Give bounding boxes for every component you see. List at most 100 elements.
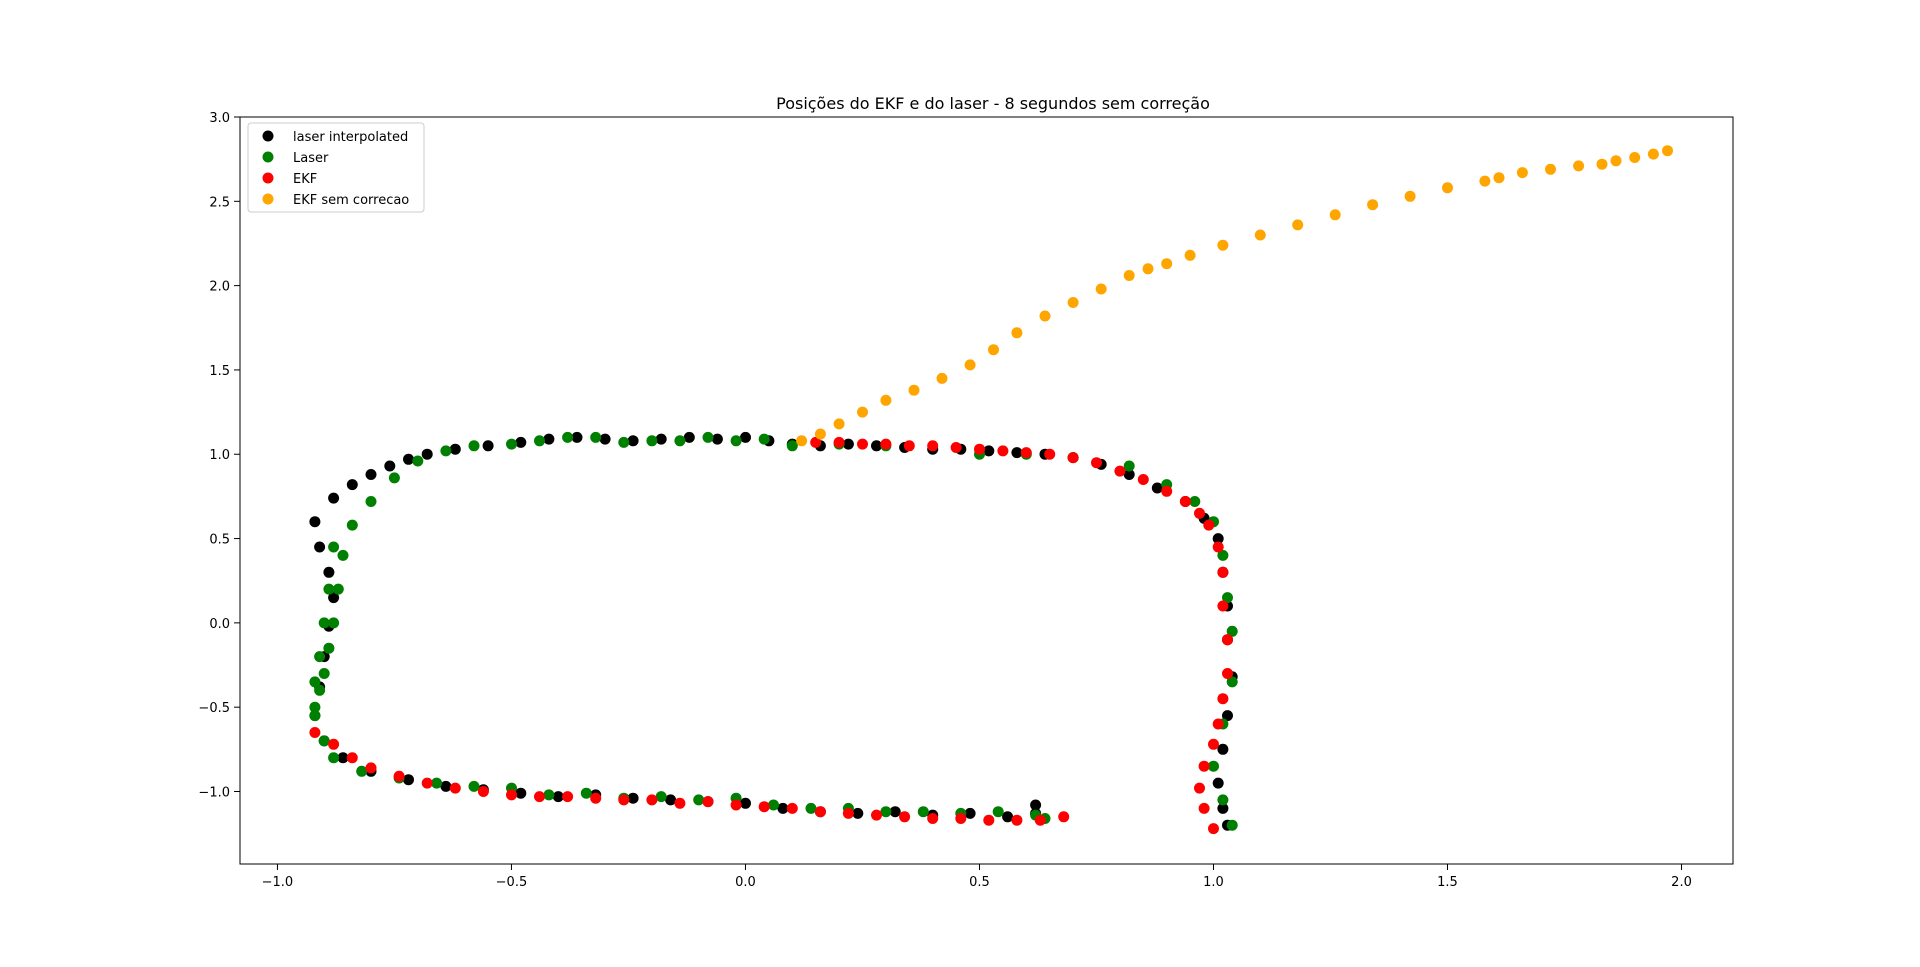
data-point: [346, 752, 358, 764]
plot-marks: [309, 145, 1673, 835]
data-point: [674, 435, 686, 447]
data-point: [309, 676, 321, 688]
data-point: [562, 791, 574, 803]
data-point: [871, 440, 882, 452]
data-point: [599, 433, 611, 445]
data-point: [740, 797, 751, 809]
data-point: [1142, 263, 1154, 275]
legend-marker: [262, 193, 274, 205]
data-point: [1596, 158, 1608, 170]
data-point: [1212, 718, 1224, 730]
data-point: [506, 438, 517, 450]
data-point: [543, 433, 555, 445]
data-point: [786, 440, 798, 452]
data-point: [1662, 145, 1673, 157]
data-point: [927, 813, 939, 824]
data-point: [1212, 541, 1224, 553]
data-point: [796, 435, 808, 447]
data-point: [810, 436, 822, 448]
data-point: [899, 811, 911, 823]
data-point: [988, 344, 999, 356]
x-tick-label: 1.0: [1203, 875, 1224, 890]
data-point: [1123, 460, 1135, 472]
data-point: [332, 583, 344, 595]
y-tick-label: 1.0: [209, 448, 230, 463]
data-point: [683, 431, 695, 443]
data-point: [880, 394, 892, 406]
data-point: [309, 516, 321, 528]
data-point: [365, 496, 377, 507]
data-point: [1329, 209, 1341, 221]
data-point: [646, 794, 658, 806]
data-point: [449, 443, 461, 455]
data-point: [833, 418, 845, 430]
data-point: [431, 777, 443, 789]
y-tick-label: 1.5: [209, 364, 230, 379]
data-point: [482, 440, 494, 452]
data-point: [1217, 743, 1229, 755]
legend-marker: [262, 130, 274, 142]
legend-box: [247, 122, 425, 213]
data-point: [506, 789, 517, 801]
data-point: [580, 787, 592, 799]
data-point: [388, 472, 400, 484]
data-point: [1039, 310, 1051, 322]
data-point: [693, 794, 705, 806]
legend: laser interpolated Laser EKF EKF sem correc…: [247, 122, 425, 213]
chart-title: Posições do EKF e do laser - 8 segundos …: [776, 94, 1210, 113]
x-tick-label: −0.5: [496, 875, 528, 890]
data-point: [711, 433, 723, 445]
data-point: [833, 436, 845, 448]
x-tick-label: 2.0: [1671, 875, 1692, 890]
data-point: [1058, 811, 1070, 823]
data-point: [590, 431, 602, 443]
data-point: [1044, 448, 1056, 460]
data-point: [1002, 811, 1014, 823]
data-point: [468, 440, 480, 452]
data-point: [983, 445, 995, 457]
data-point: [534, 791, 545, 803]
data-point: [805, 802, 817, 814]
data-point: [562, 431, 574, 443]
data-point: [740, 431, 751, 443]
data-point: [1067, 297, 1079, 308]
data-point: [1114, 465, 1126, 477]
data-point: [515, 787, 527, 799]
data-point: [1184, 249, 1196, 261]
data-point: [440, 780, 452, 792]
data-point: [1208, 823, 1219, 835]
data-point: [328, 541, 340, 553]
data-point: [842, 438, 854, 450]
data-point: [421, 777, 433, 789]
legend-label: Laser: [293, 151, 329, 166]
data-point: [337, 752, 349, 764]
data-point: [1479, 175, 1491, 187]
data-point: [1292, 219, 1304, 231]
data-point: [927, 440, 939, 452]
data-point: [337, 549, 349, 561]
data-point: [571, 431, 583, 443]
data-point: [1161, 258, 1173, 270]
data-point: [814, 806, 826, 818]
data-point: [552, 791, 564, 803]
data-point: [1610, 155, 1622, 167]
data-point: [702, 796, 714, 808]
data-point: [314, 651, 326, 663]
data-point: [674, 797, 686, 809]
series-3: [796, 145, 1673, 447]
data-point: [356, 765, 368, 777]
data-point: [323, 583, 335, 595]
data-point: [318, 735, 330, 747]
data-point: [1011, 814, 1023, 826]
data-point: [1217, 693, 1229, 705]
data-point: [1161, 485, 1173, 497]
data-point: [1226, 819, 1238, 831]
data-point: [1573, 160, 1585, 172]
data-point: [1222, 592, 1233, 604]
y-axis: −1.0 −0.5 0.0 0.5 1.0 1.5 2.0 2.5 3.0: [198, 111, 240, 800]
x-tick-label: 1.5: [1437, 875, 1458, 890]
data-point: [1034, 814, 1046, 826]
x-tick-label: −1.0: [262, 875, 294, 890]
data-point: [393, 770, 405, 782]
